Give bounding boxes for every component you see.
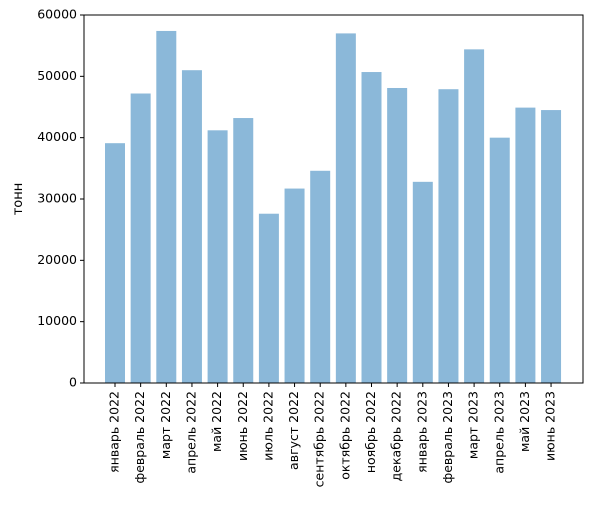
bar <box>464 49 485 383</box>
bar <box>156 30 177 383</box>
x-axis-ticks: январь 2022 февраль 2022 март 2022 апрель 2… <box>107 383 558 487</box>
y-tick-label: 10000 <box>37 313 77 328</box>
x-tick-label: март 2022 <box>158 391 173 459</box>
x-tick-label: ноябрь 2022 <box>363 391 378 473</box>
bar <box>438 89 459 384</box>
x-tick-label: июнь 2023 <box>543 391 558 461</box>
x-tick-label: декабрь 2022 <box>389 391 404 481</box>
y-axis-ticks: 0 10000 20000 30000 40000 50000 60000 <box>37 7 84 390</box>
x-tick-label: апрель 2023 <box>491 391 506 474</box>
bar <box>335 33 356 384</box>
bar <box>284 188 305 383</box>
bar <box>130 93 151 383</box>
y-tick-label: 0 <box>69 375 77 390</box>
x-tick-label: май 2022 <box>209 391 224 452</box>
bar <box>105 143 125 383</box>
y-tick-label: 30000 <box>37 191 77 206</box>
y-tick-label: 20000 <box>37 252 77 267</box>
bar <box>412 181 433 383</box>
bar <box>541 110 562 383</box>
x-tick-label: февраль 2022 <box>132 391 147 483</box>
x-tick-label: февраль 2023 <box>440 391 455 483</box>
bars-group <box>105 30 562 384</box>
bar <box>387 87 408 384</box>
y-tick-label: 60000 <box>37 7 77 22</box>
x-tick-label: сентябрь 2022 <box>312 391 327 487</box>
bar <box>515 107 536 384</box>
bar <box>361 72 382 383</box>
y-axis-label: тонн <box>11 183 26 216</box>
x-tick-label: июнь 2022 <box>235 391 250 461</box>
x-tick-label: январь 2023 <box>414 391 429 473</box>
bar <box>310 170 331 383</box>
bar <box>233 118 254 383</box>
bar <box>207 130 228 383</box>
bar <box>258 213 279 383</box>
x-tick-label: октябрь 2022 <box>337 391 352 480</box>
y-tick-label: 40000 <box>37 129 77 144</box>
x-tick-label: август 2022 <box>286 391 301 470</box>
bar <box>489 137 510 383</box>
bar <box>181 70 202 383</box>
x-tick-label: май 2023 <box>517 391 532 452</box>
x-tick-label: март 2023 <box>466 391 481 459</box>
x-tick-label: апрель 2022 <box>183 391 198 474</box>
x-tick-label: январь 2022 <box>107 391 122 473</box>
y-tick-label: 50000 <box>37 68 77 83</box>
x-tick-label: июль 2022 <box>260 391 275 461</box>
